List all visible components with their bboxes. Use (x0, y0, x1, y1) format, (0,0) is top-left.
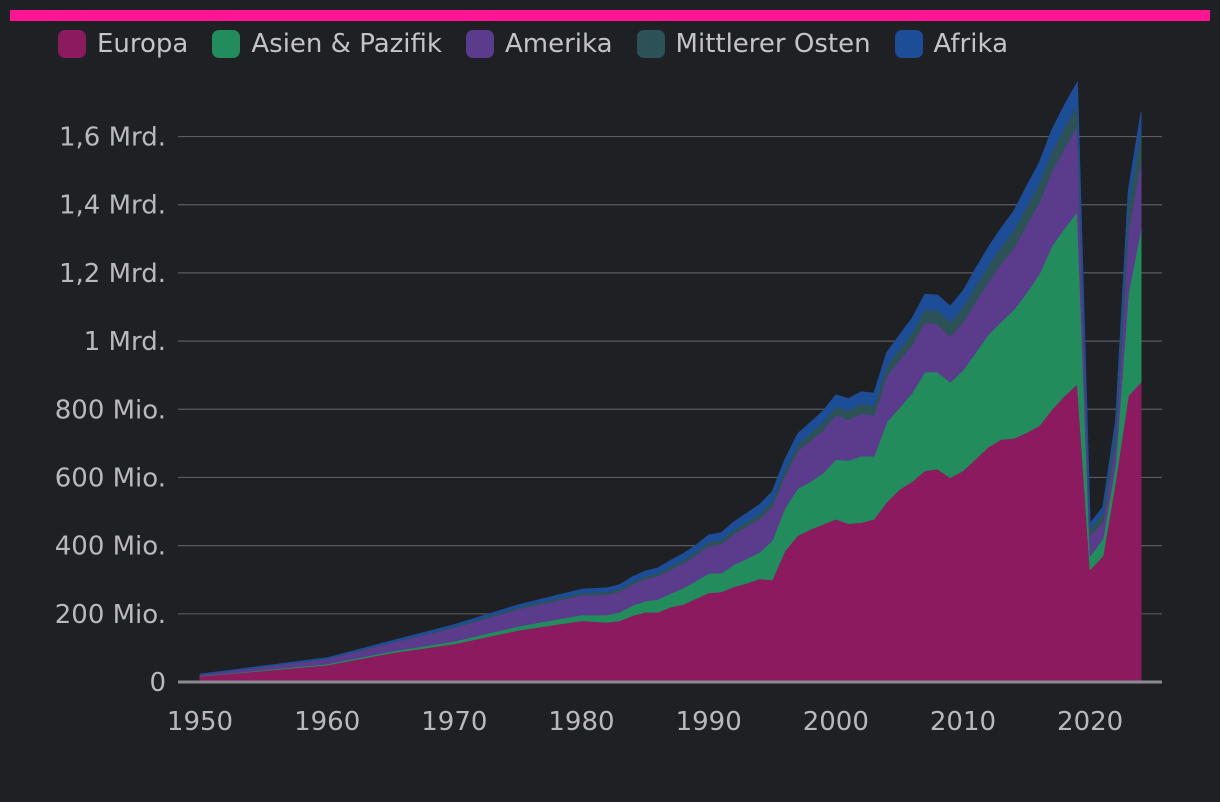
legend-label-amerika: Amerika (504, 29, 613, 59)
legend-item-asien-pazifik[interactable]: Asien & Pazifik (212, 29, 442, 59)
legend-swatch-asien-pazifik (212, 30, 241, 58)
y-tick-label-1: 200 Mio. (55, 600, 166, 630)
legend-item-europa[interactable]: Europa (58, 29, 188, 59)
y-tick-label-5: 1 Mrd. (84, 327, 166, 357)
legend-swatch-europa (58, 30, 86, 58)
legend-label-mittlerer-osten: Mittlerer Osten (675, 29, 871, 59)
area-afrika (199, 81, 1142, 675)
accent-bar (10, 10, 1210, 21)
x-tick-label-4: 1990 (676, 707, 742, 737)
legend-item-afrika[interactable]: Afrika (894, 29, 1009, 59)
x-tick-label-5: 2000 (803, 707, 869, 737)
y-tick-label-6: 1,2 Mrd. (59, 259, 166, 289)
x-tick-label-6: 2010 (930, 707, 996, 737)
legend-label-europa: Europa (97, 29, 189, 59)
legend-item-mittlerer-osten[interactable]: Mittlerer Osten (636, 29, 871, 59)
x-tick-label-0: 1950 (167, 707, 233, 737)
legend-swatch-mittlerer-osten (636, 30, 665, 58)
y-tick-label-3: 600 Mio. (55, 463, 166, 493)
x-tick-label-3: 1980 (548, 707, 614, 737)
y-tick-label-8: 1,6 Mrd. (59, 123, 166, 153)
y-tick-label-4: 800 Mio. (55, 395, 166, 425)
x-tick-label-7: 2020 (1057, 707, 1123, 737)
legend: Europa Asien & Pazifik Amerika Mittlerer… (58, 27, 1032, 61)
legend-item-amerika[interactable]: Amerika (465, 29, 613, 59)
legend-label-afrika: Afrika (933, 29, 1009, 59)
y-tick-label-2: 400 Mio. (55, 532, 166, 562)
legend-swatch-amerika (465, 30, 494, 58)
x-tick-label-2: 1970 (421, 707, 487, 737)
y-tick-label-0: 0 (149, 668, 166, 698)
x-tick-label-1: 1960 (294, 707, 360, 737)
legend-label-asien-pazifik: Asien & Pazifik (251, 29, 442, 59)
y-tick-label-7: 1,4 Mrd. (59, 191, 166, 221)
legend-swatch-afrika (894, 30, 923, 58)
